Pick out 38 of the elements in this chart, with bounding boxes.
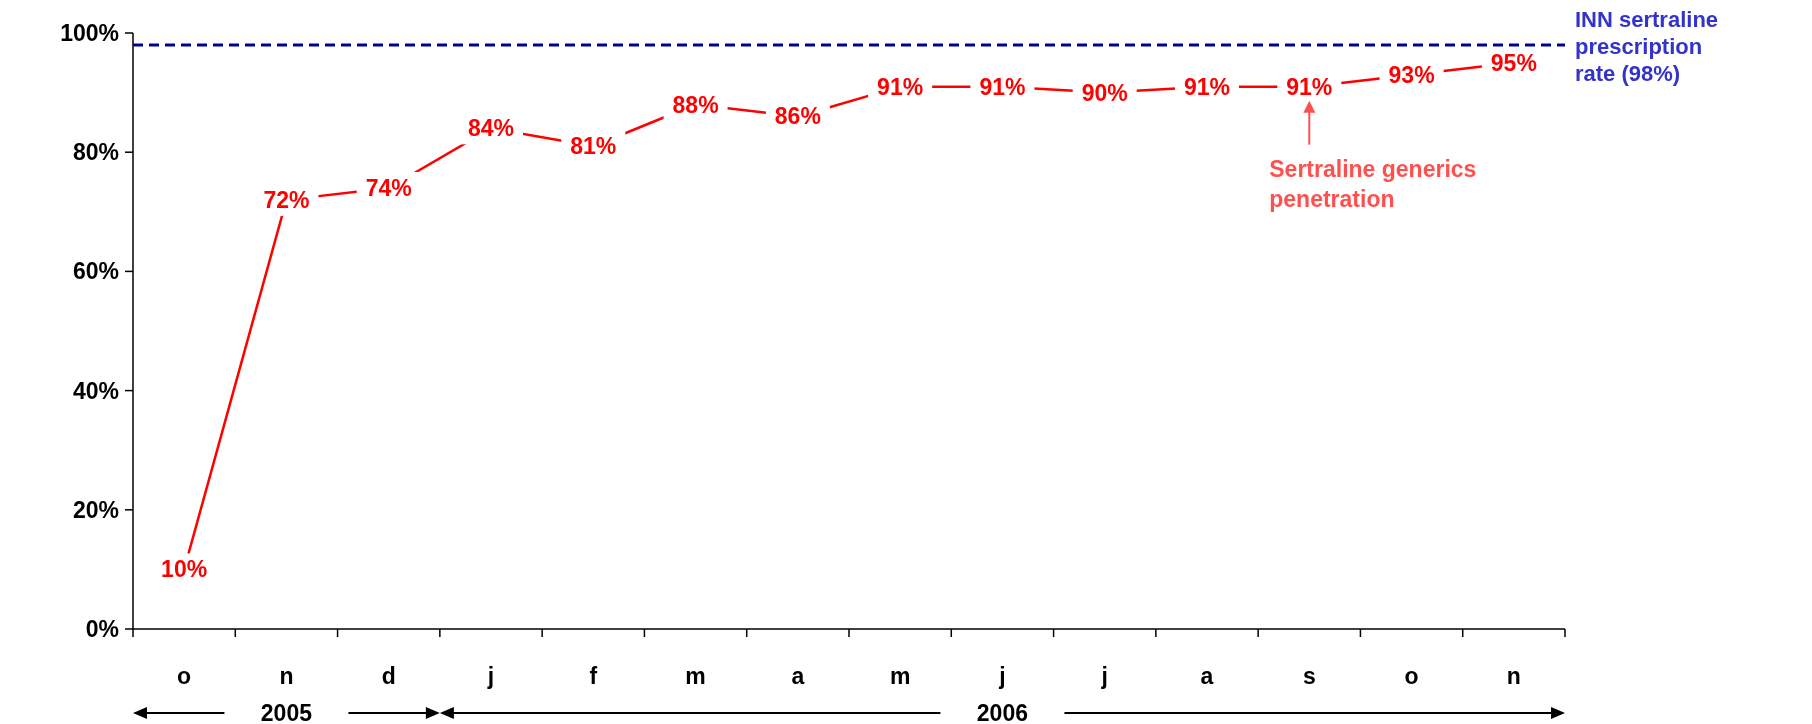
x-tick-label: a [1200,663,1214,690]
text: 2006 [976,700,1029,724]
x-tick-label: o [1404,663,1419,690]
x-tick-label: s [1302,663,1316,690]
data-label: 84% [467,115,515,142]
ref-line-label: INN sertraline prescription rate (98%) [1575,6,1719,86]
x-tick-label: f [589,663,598,690]
data-label: 72% [263,186,310,213]
x-tick-label: j [486,663,495,690]
y-tick-label: 40% [72,377,119,404]
x-tick-label: o [177,663,192,690]
data-label: 81% [570,133,617,160]
y-tick-label: 100% [60,20,119,47]
data-label: 90% [1081,79,1128,106]
data-label: 91% [979,73,1026,100]
data-label: 93% [1388,61,1435,88]
y-tick-label: 20% [72,496,119,523]
annotation: Sertraline generics penetration [1269,155,1477,212]
x-tick-label: j [1100,663,1108,690]
x-tick-label: m [685,663,706,690]
x-tick-label: d [381,663,396,690]
x-tick-label: n [1506,663,1521,690]
y-tick-label: 80% [72,139,119,166]
x-tick-label: j [998,663,1006,690]
data-label: 91% [1183,73,1231,100]
y-tick-label: 0% [85,616,119,643]
y-tick-label: 60% [72,258,119,285]
data-label: 91% [1286,73,1333,100]
data-label: 10% [161,556,208,583]
data-label: 88% [672,91,719,118]
data-label: 74% [365,175,412,202]
x-tick-label: m [889,663,911,690]
data-label: 95% [1490,49,1537,76]
text: 2005 [260,700,313,724]
x-tick-label: a [791,663,805,690]
x-tick-label: n [279,663,294,690]
data-label: 91% [877,73,924,100]
data-label: 86% [774,103,821,130]
